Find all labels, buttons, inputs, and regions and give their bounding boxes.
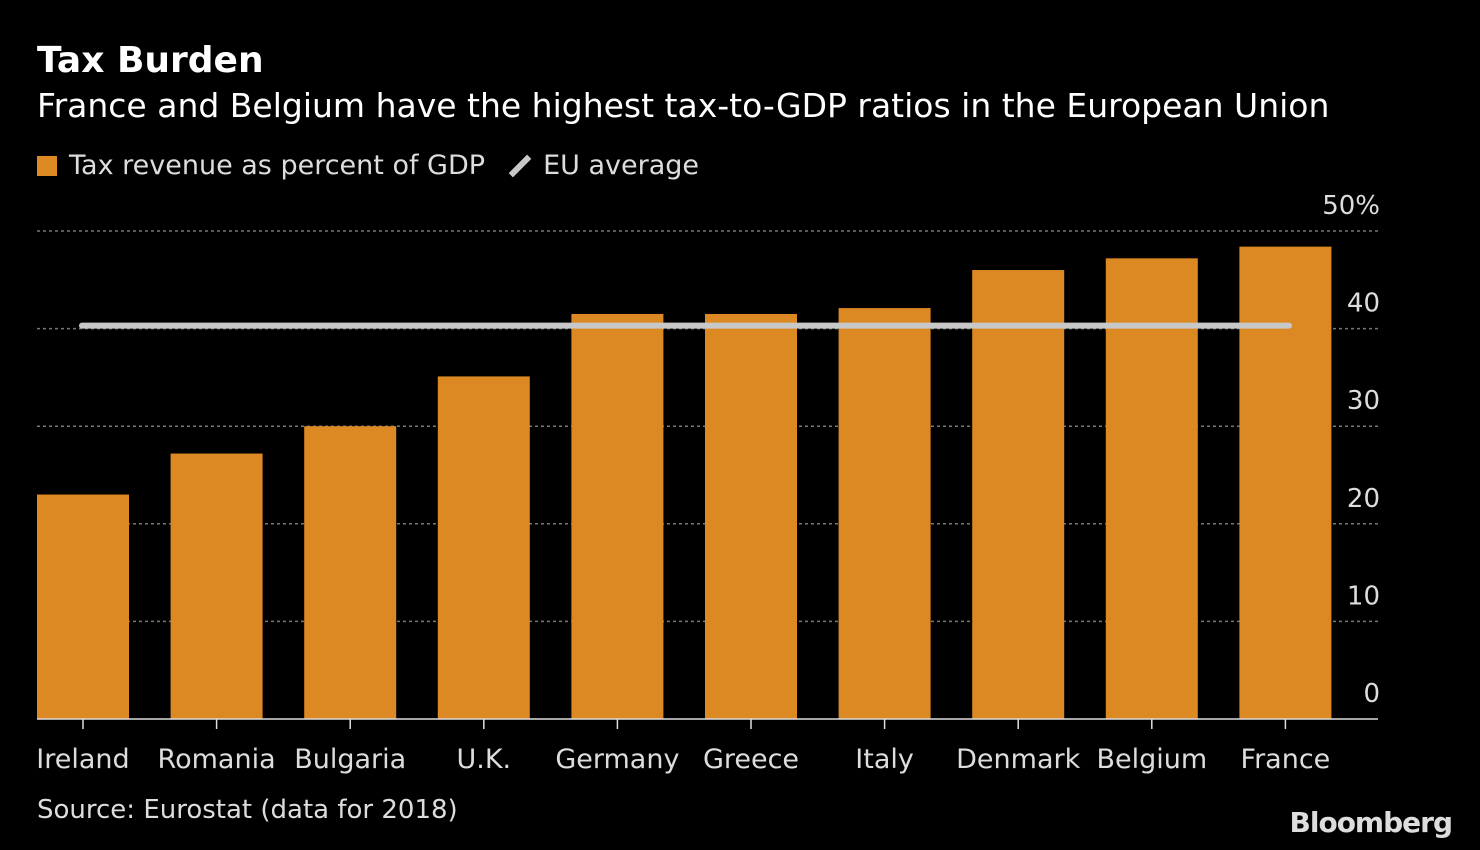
x-tick-label: U.K. <box>456 744 511 775</box>
bar-ireland <box>37 494 129 719</box>
x-tick-label: Italy <box>855 744 914 775</box>
y-tick-label: 30 <box>1347 386 1380 416</box>
x-tick-label: Ireland <box>36 744 129 775</box>
x-tick-label: Romania <box>158 744 276 775</box>
x-tick-label: Bulgaria <box>294 744 406 775</box>
x-tick-label: Denmark <box>956 744 1080 775</box>
bar-greece <box>705 313 797 719</box>
legend: Tax revenue as percent of GDP EU average <box>37 150 699 181</box>
y-tick-label: 10 <box>1347 581 1380 611</box>
legend-bar-label: Tax revenue as percent of GDP <box>69 150 486 181</box>
source-note: Source: Eurostat (data for 2018) <box>37 795 458 825</box>
bar-romania <box>170 453 263 719</box>
x-tick-label: Germany <box>555 744 679 775</box>
bar-denmark <box>972 270 1065 719</box>
legend-bar-swatch <box>37 155 57 176</box>
y-tick-label: 20 <box>1347 484 1380 514</box>
bar-france <box>1239 246 1332 719</box>
bar-uk <box>437 376 530 719</box>
legend-line-label: EU average <box>543 150 699 181</box>
x-tick-label: France <box>1241 744 1331 775</box>
bar-belgium <box>1105 258 1198 719</box>
bar-italy <box>838 308 931 719</box>
y-tick-label: 50% <box>1322 191 1380 221</box>
bar-germany <box>571 313 664 719</box>
y-tick-label: 0 <box>1363 679 1380 709</box>
x-tick-label: Belgium <box>1096 744 1207 775</box>
bar-bulgaria <box>304 426 397 719</box>
x-tick-label: Greece <box>703 744 799 775</box>
bloomberg-logo: Bloomberg <box>1289 806 1453 839</box>
y-tick-label: 40 <box>1347 289 1380 319</box>
chart-subtitle: France and Belgium have the highest tax-… <box>37 86 1330 125</box>
chart-title: Tax Burden <box>37 40 264 81</box>
